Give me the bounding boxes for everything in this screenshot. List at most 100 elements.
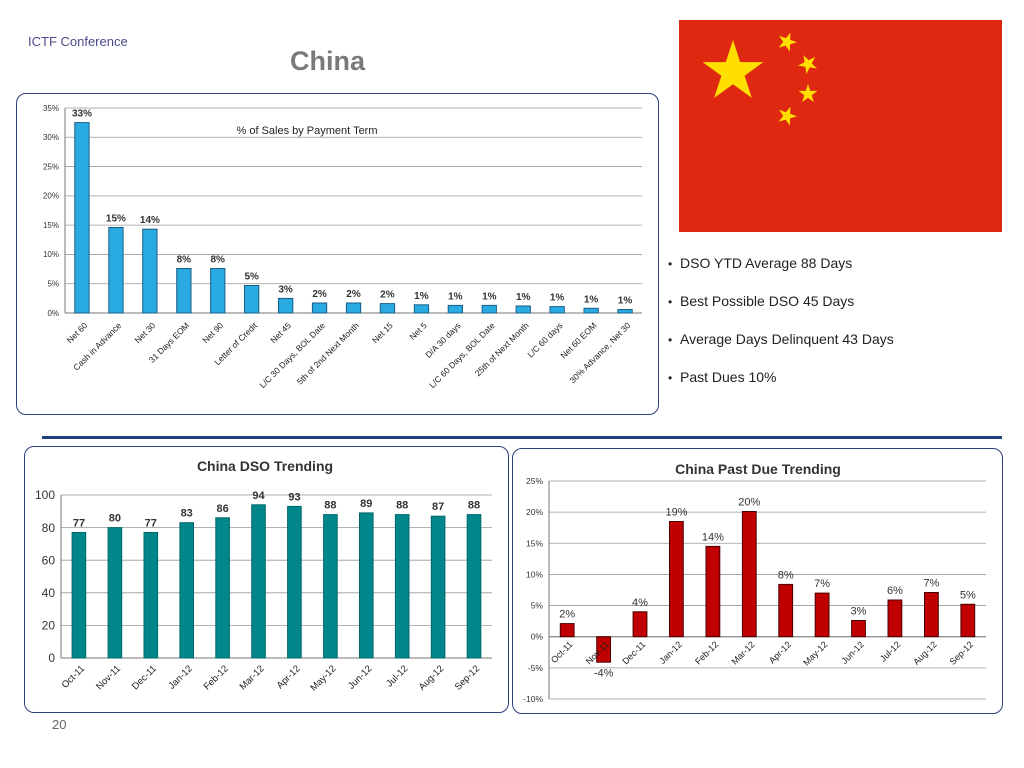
bar — [323, 514, 338, 659]
flag-background — [679, 20, 1002, 232]
dso-trend-chart-panel: China DSO Trending 0 20 40 60 80 100 77 Oct-11 80… — [24, 446, 509, 713]
data-label: 14% — [702, 531, 724, 543]
bar — [379, 303, 396, 314]
y-tick-label: 25% — [526, 476, 543, 486]
bullet-dso-ytd: • DSO YTD Average 88 Days — [668, 248, 1008, 286]
x-tick-label: Jul-12 — [384, 663, 410, 689]
x-tick-label: Net 5 — [407, 320, 429, 342]
bar — [179, 522, 194, 659]
data-label: 87 — [432, 501, 444, 513]
y-tick-label: 5% — [47, 280, 59, 289]
data-label: 19% — [665, 507, 687, 519]
bar — [447, 304, 464, 314]
bar — [142, 228, 158, 314]
payment-term-chart: % of Sales by Payment Term 0% 5% 10% 15% 20% 2… — [43, 104, 642, 390]
y-tick-label: 30% — [43, 133, 59, 142]
bar — [176, 268, 192, 314]
x-tick-label: Apr-12 — [767, 639, 793, 665]
y-tick-label: -5% — [528, 663, 544, 673]
x-tick-label: Apr-12 — [275, 663, 303, 691]
bar — [549, 306, 565, 314]
past-due-chart: China Past Due Trending -10% -5% 0% 5% 10% 15%… — [523, 461, 986, 704]
data-label: 1% — [482, 291, 497, 302]
bullet-text: DSO YTD Average 88 Days — [680, 255, 853, 271]
data-label: 7% — [923, 578, 939, 590]
data-label: 1% — [516, 292, 531, 303]
x-tick-label: Jun-12 — [346, 663, 374, 691]
bar — [617, 309, 633, 314]
x-tick-label: Oct-11 — [549, 639, 575, 665]
bar — [107, 527, 123, 659]
bullet-best-dso: • Best Possible DSO 45 Days — [668, 286, 1008, 324]
y-tick-label: 25% — [43, 162, 59, 171]
section-divider — [42, 436, 1002, 439]
data-label: 93 — [288, 491, 300, 503]
data-label: 7% — [814, 578, 830, 590]
y-tick-label: 100 — [35, 488, 55, 502]
bar — [143, 532, 159, 659]
x-tick-label: Jun-12 — [839, 639, 866, 666]
bullet-delinquent-days: • Average Days Delinquent 43 Days — [668, 324, 1008, 362]
data-label: 1% — [414, 291, 429, 302]
bar — [394, 514, 410, 659]
bar — [210, 268, 226, 314]
x-tick-label: Jul-12 — [878, 639, 902, 663]
y-tick-label: 0% — [531, 632, 544, 642]
bar — [251, 504, 266, 659]
data-label: 2% — [312, 289, 327, 300]
bar — [669, 521, 684, 638]
x-tick-label: 5th of 2nd Next Month — [295, 320, 361, 386]
chart-title: China DSO Trending — [197, 458, 333, 474]
bar — [887, 599, 903, 638]
x-tick-label: May-12 — [801, 639, 829, 667]
china-flag-icon — [679, 20, 1002, 232]
bar — [851, 620, 866, 638]
bullet-icon: • — [668, 257, 673, 271]
x-tick-label: Net 90 — [200, 320, 225, 345]
bar — [596, 636, 611, 663]
data-label: 2% — [559, 609, 575, 621]
bar — [287, 505, 302, 659]
bar — [345, 302, 362, 314]
y-tick-label: 60 — [42, 553, 56, 567]
bullet-icon: • — [668, 333, 673, 347]
conference-name: ICTF Conference — [28, 34, 128, 49]
x-tick-label: Net 15 — [370, 320, 395, 345]
chart-title: % of Sales by Payment Term — [236, 125, 377, 137]
y-tick-label: 10% — [43, 250, 59, 259]
y-tick-label: 0 — [48, 651, 55, 665]
data-label: 1% — [584, 294, 599, 305]
data-label: 15% — [106, 214, 126, 225]
bar — [108, 227, 124, 314]
payment-term-chart-panel: % of Sales by Payment Term 0% 5% 10% 15% 20% 2… — [16, 93, 659, 415]
bar — [71, 532, 87, 659]
data-label: 94 — [252, 490, 265, 502]
x-tick-label: Dec-11 — [620, 639, 647, 666]
y-tick-label: 40 — [42, 586, 56, 600]
bar — [559, 623, 575, 638]
data-label: 2% — [380, 290, 395, 301]
y-tick-label: 80 — [42, 521, 56, 535]
bar — [705, 545, 721, 638]
flag-star-icon — [778, 32, 797, 52]
data-label: 5% — [960, 589, 976, 601]
page-number: 20 — [52, 717, 67, 732]
flag-star-icon — [798, 55, 817, 74]
x-tick-label: Net 30 — [133, 320, 158, 345]
y-tick-label: 20% — [43, 192, 59, 201]
x-tick-label: L/C 30 Days, BOL Date — [257, 320, 327, 390]
data-label: 3% — [851, 606, 867, 618]
bar — [244, 285, 260, 314]
data-label: 8% — [177, 255, 192, 266]
y-tick-label: 10% — [526, 569, 543, 579]
data-label: 33% — [72, 109, 92, 120]
y-tick-label: -10% — [523, 694, 543, 704]
data-label: 77 — [145, 518, 157, 530]
bar — [814, 592, 830, 638]
data-label: 4% — [632, 597, 648, 609]
bar — [924, 592, 939, 638]
data-label: 83 — [181, 508, 193, 520]
data-label: 88 — [396, 500, 408, 512]
bullet-text: Best Possible DSO 45 Days — [680, 293, 855, 309]
bar — [632, 611, 648, 638]
